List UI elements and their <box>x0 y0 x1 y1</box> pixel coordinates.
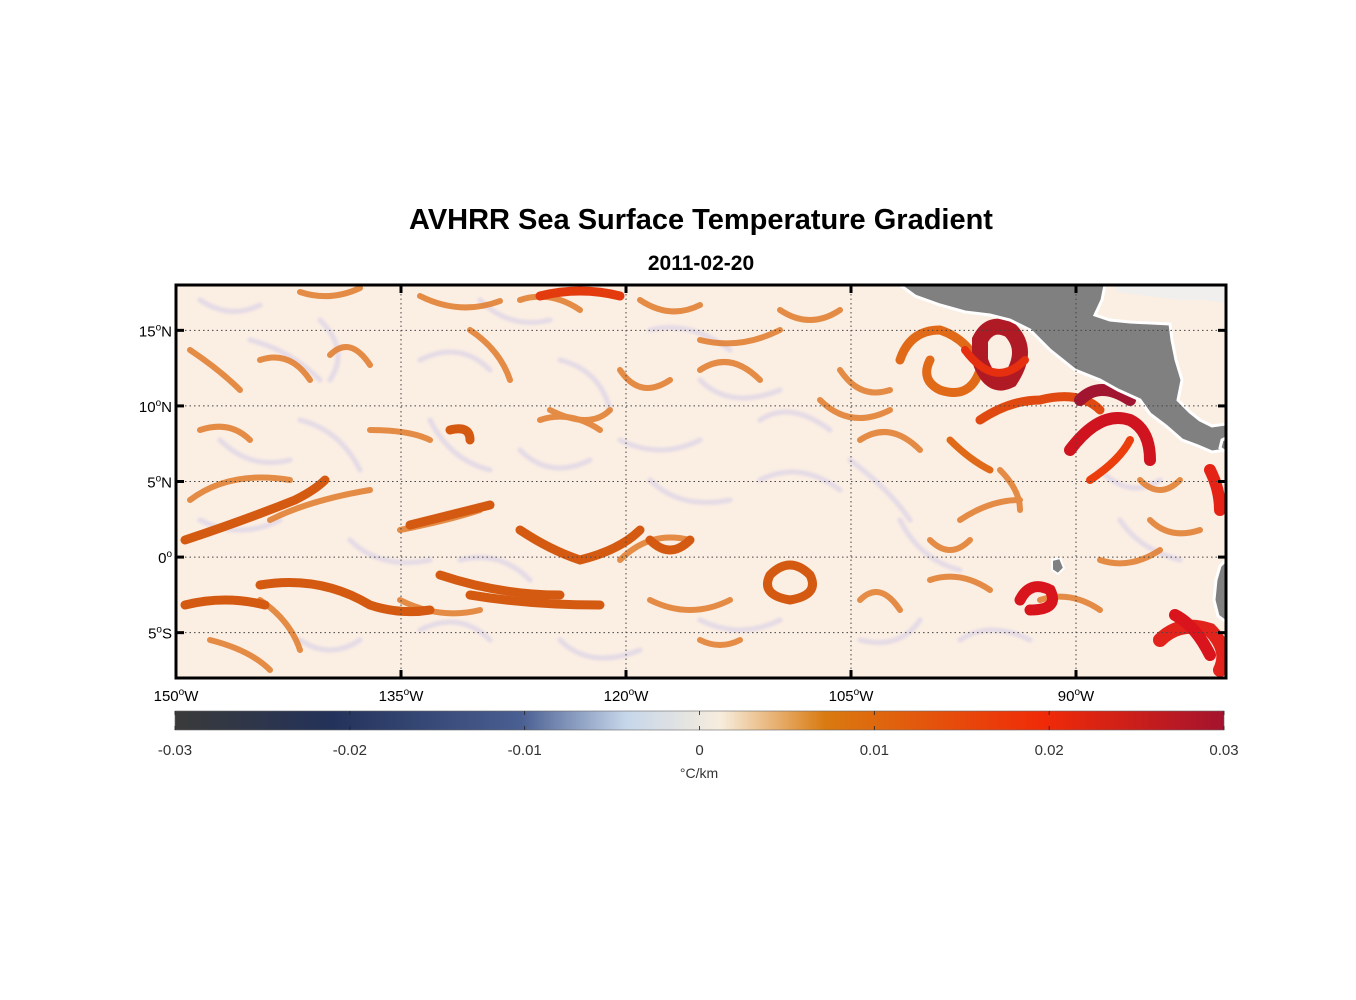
lon-tick-label: 135oW <box>379 687 425 705</box>
colorbar-tick-label: 0.03 <box>1209 742 1238 759</box>
moderate-gradient-fronts <box>187 285 1203 673</box>
lat-tick-label: 0o <box>158 549 172 567</box>
lat-tick-label: 5oS <box>148 625 172 643</box>
colorbar-tick-label: -0.03 <box>158 742 192 759</box>
land-south-america <box>1212 557 1226 624</box>
land-galapagos-islands <box>1051 556 1066 576</box>
colorbar-tick-label: 0 <box>695 742 703 759</box>
map-tick-marks <box>174 285 1226 678</box>
latitude-labels: 15oN 10oN 5oN 0o 5oS <box>139 322 173 642</box>
lon-tick-label: 120oW <box>604 687 650 705</box>
map-title: AVHRR Sea Surface Temperature Gradient <box>409 204 993 236</box>
lon-tick-label: 150oW <box>154 687 200 705</box>
lon-tick-label: 90oW <box>1058 687 1095 705</box>
colorbar-tick-label: -0.01 <box>508 742 542 759</box>
colorbar-units-label: °C/km <box>680 765 718 781</box>
colorbar: -0.03 -0.02 -0.01 0 0.01 0.02 0.03 °C/km <box>158 710 1239 781</box>
longitude-labels: 150oW 135oW 120oW 105oW 90oW <box>154 687 1095 705</box>
weak-gradient-texture <box>197 297 1183 661</box>
colorbar-tick-labels: -0.03 -0.02 -0.01 0 0.01 0.02 0.03 <box>158 742 1239 759</box>
lat-tick-label: 5oN <box>147 474 172 492</box>
strong-gradient-fronts <box>180 424 817 617</box>
lat-tick-label: 10oN <box>139 398 172 416</box>
lat-tick-label: 15oN <box>139 322 172 340</box>
lon-tick-label: 105oW <box>829 687 875 705</box>
colorbar-ticks <box>174 711 1225 730</box>
colorbar-tick-label: -0.02 <box>333 742 367 759</box>
map-date-subtitle: 2011-02-20 <box>647 252 755 275</box>
colorbar-tick-label: 0.01 <box>860 742 889 759</box>
colorbar-tick-label: 0.02 <box>1035 742 1064 759</box>
high-gradient-hotspots <box>535 286 1226 677</box>
